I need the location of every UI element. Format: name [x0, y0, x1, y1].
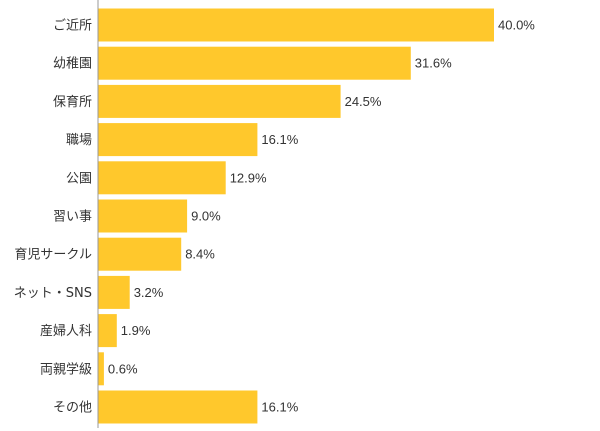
- category-label: 保育所: [53, 94, 92, 110]
- bar: [98, 84, 341, 118]
- bar: [98, 8, 494, 42]
- category-label: 育児サークル: [14, 247, 92, 263]
- category-label: 幼稚園: [53, 57, 92, 72]
- category-label: 公園: [66, 171, 92, 186]
- category-label: その他: [53, 401, 92, 416]
- category-label: ご近所: [53, 18, 92, 34]
- category-label: ネット・SNS: [14, 286, 92, 301]
- value-label: 31.6%: [415, 56, 452, 71]
- value-label: 40.0%: [498, 18, 535, 33]
- bar: [98, 390, 258, 424]
- category-label: 職場: [66, 133, 92, 148]
- bars-layer: [98, 8, 494, 424]
- bar: [98, 199, 188, 233]
- bar: [98, 123, 258, 157]
- value-label: 24.5%: [345, 94, 382, 109]
- value-label: 16.1%: [261, 132, 298, 147]
- bar: [98, 161, 226, 195]
- category-label: 習い事: [53, 210, 92, 225]
- bar: [98, 46, 411, 80]
- value-label: 3.2%: [134, 285, 164, 300]
- value-label: 9.0%: [191, 209, 221, 224]
- bar: [98, 237, 182, 271]
- value-label: 16.1%: [261, 400, 298, 415]
- category-label: 両親学級: [40, 361, 92, 377]
- value-label: 12.9%: [230, 170, 267, 185]
- value-label: 1.9%: [121, 323, 151, 338]
- bar: [98, 352, 104, 386]
- value-label: 8.4%: [185, 247, 215, 262]
- value-labels-layer: 40.0% 31.6% 24.5% 16.1% 12.9% 9.0% 8.4% 3.2% 1.9…: [108, 18, 535, 415]
- bar: [98, 275, 130, 309]
- value-label: 0.6%: [108, 361, 138, 376]
- bar: [98, 314, 117, 348]
- category-label: 産婦人科: [40, 323, 92, 339]
